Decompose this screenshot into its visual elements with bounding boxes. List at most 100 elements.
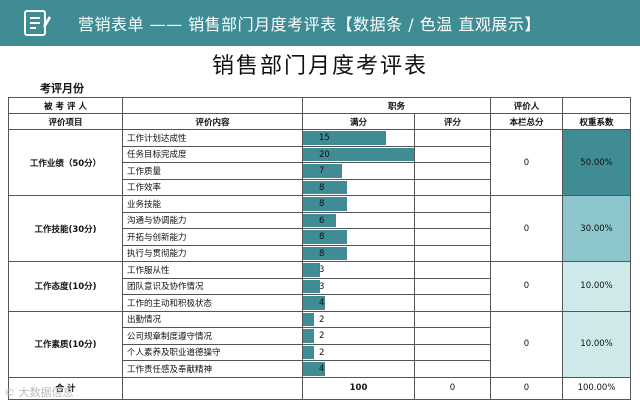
section-total: 0	[490, 129, 564, 196]
score-cell[interactable]	[413, 145, 492, 163]
table-row: 工作业绩（50分） 工作计划达成性 15 0 50.00%	[8, 129, 632, 196]
position-header: 职务	[301, 97, 492, 114]
data-bar	[303, 213, 337, 227]
section-name: 工作态度(10分)	[8, 261, 123, 312]
data-bar	[303, 279, 320, 293]
score-cell[interactable]	[413, 310, 492, 328]
section-name: 工作技能(30分)	[8, 195, 123, 262]
score-cell[interactable]	[413, 261, 492, 279]
weight-header: 权重系数	[562, 113, 632, 130]
content-cell: 工作质量	[122, 162, 303, 180]
total-score: 0	[413, 376, 492, 400]
full-score-cell: 6	[302, 211, 415, 229]
content-cell: 沟通与协调能力	[122, 211, 303, 229]
score-cell[interactable]	[413, 211, 492, 229]
score-header: 评分	[413, 113, 492, 130]
data-bar	[303, 263, 320, 277]
data-bar	[303, 164, 342, 178]
content-cell: 工作效率	[122, 178, 303, 196]
full-score-value: 4	[319, 364, 325, 374]
content-cell: 执行与贯彻能力	[122, 244, 303, 262]
data-bar	[303, 246, 348, 260]
score-cell[interactable]	[413, 277, 492, 295]
full-score-cell: 4	[302, 360, 415, 378]
full-score-cell: 2	[302, 310, 415, 328]
section-name: 工作素质(10分)	[8, 310, 123, 378]
table-row: 工作技能(30分) 业务技能 8 0 30.00%	[8, 195, 632, 262]
full-score-cell: 2	[302, 343, 415, 361]
total-section-total: 0	[490, 376, 564, 400]
evaluator-value[interactable]	[562, 97, 632, 114]
full-score-cell: 8	[302, 244, 415, 262]
content-header: 评价内容	[122, 113, 303, 130]
data-bar	[303, 131, 387, 145]
full-score-cell: 8	[302, 178, 415, 196]
full-score-value: 15	[319, 133, 330, 143]
score-cell[interactable]	[413, 228, 492, 246]
data-bar	[303, 197, 348, 211]
score-cell[interactable]	[413, 162, 492, 180]
section-total: 0	[490, 261, 564, 312]
table-row: 公司规章制度遵守情况 2	[9, 327, 631, 345]
data-bar	[303, 230, 348, 244]
title-banner: 营销表单 —— 销售部门月度考评表【数据条 / 色温 直观展示】	[0, 0, 640, 46]
full-score-cell: 2	[302, 327, 415, 345]
full-score-value: 8	[319, 248, 325, 259]
content-cell: 团队意识及协作情况	[122, 277, 303, 295]
data-bar	[303, 345, 315, 359]
full-score-value: 7	[319, 166, 325, 176]
score-cell[interactable]	[413, 360, 492, 378]
total-content-cell	[122, 376, 303, 400]
data-bar	[303, 362, 326, 376]
score-cell[interactable]	[413, 244, 492, 262]
full-score-value: 6	[319, 215, 325, 226]
header-row-1: 被 考 评 人 职务 评价人	[8, 97, 632, 114]
full-score-value: 8	[319, 182, 325, 193]
full-score-cell: 3	[302, 261, 415, 279]
score-cell[interactable]	[413, 343, 492, 361]
table-row: 工作效率 8	[9, 178, 631, 196]
content-cell: 公司规章制度遵守情况	[122, 327, 303, 345]
data-bar	[303, 147, 414, 161]
section-total-header: 本栏总分	[490, 113, 564, 130]
content-cell: 开拓与创新能力	[122, 228, 303, 246]
content-cell: 个人素养及职业道德操守	[122, 343, 303, 361]
full-score-value: 2	[319, 314, 325, 325]
content-cell: 工作的主动和积极状态	[122, 294, 303, 312]
evaluatee-header: 被 考 评 人	[8, 97, 123, 114]
score-cell[interactable]	[413, 129, 492, 147]
section-total: 0	[490, 310, 564, 378]
evaluation-table: 被 考 评 人 职务 评价人 评价项目 评价内容 满分 评分 本栏总分 权重系数…	[8, 97, 632, 400]
table-row: 工作态度(10分) 工作服从性 3 0 10.00%	[8, 261, 632, 312]
data-bar	[303, 312, 315, 326]
data-bar	[303, 180, 348, 194]
full-score-value: 2	[319, 347, 325, 358]
full-score-cell: 15	[302, 129, 415, 147]
full-score-header: 满分	[302, 113, 415, 130]
full-score-cell: 4	[302, 294, 415, 312]
banner-title: 营销表单 —— 销售部门月度考评表【数据条 / 色温 直观展示】	[78, 15, 541, 34]
full-score-cell: 20	[302, 145, 415, 163]
score-cell[interactable]	[413, 327, 492, 345]
score-cell[interactable]	[413, 195, 492, 213]
sheet-title: 销售部门月度考评表	[211, 54, 428, 79]
full-score-cell: 3	[302, 277, 415, 295]
score-cell[interactable]	[413, 294, 492, 312]
header-row-2: 评价项目 评价内容 满分 评分 本栏总分 权重系数	[8, 113, 632, 130]
full-score-cell: 8	[302, 228, 415, 246]
total-weight: 100.00%	[562, 376, 632, 400]
evaluatee-value[interactable]	[122, 97, 303, 114]
section-name: 工作业绩（50分）	[8, 129, 123, 196]
period-label: 考评月份	[40, 82, 84, 95]
score-cell[interactable]	[413, 178, 492, 196]
full-score-value: 8	[319, 199, 325, 209]
content-cell: 业务技能	[122, 195, 303, 213]
weight-cell: 10.00%	[562, 310, 632, 378]
table-row: 工作素质(10分) 出勤情况 2 0 10.00%	[8, 310, 632, 378]
total-row: 合 计 100 0 0 100.00%	[8, 376, 632, 400]
table-body: 工作业绩（50分） 工作计划达成性 15 0 50.00% 任务目标完成度 20 工作质量 7 工…	[8, 129, 632, 378]
content-cell: 工作责任感及奉献精神	[122, 360, 303, 378]
weight-cell: 10.00%	[562, 261, 632, 312]
total-full-score: 100	[302, 376, 415, 400]
content-cell: 工作计划达成性	[122, 129, 303, 147]
